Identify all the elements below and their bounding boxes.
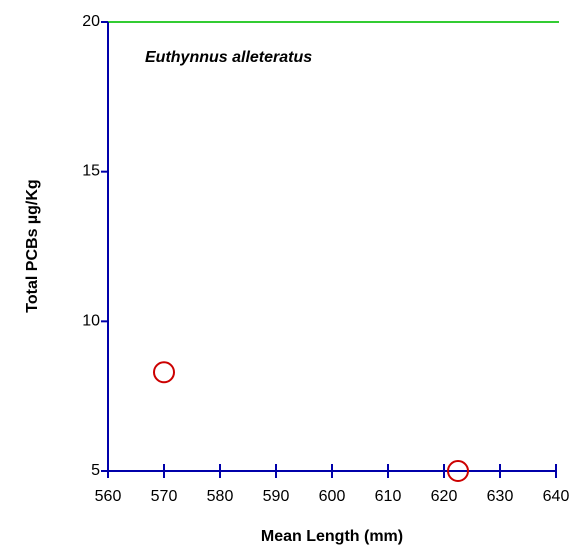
data-point <box>447 460 469 482</box>
x-tick-label: 560 <box>95 488 122 505</box>
x-tick-label: 640 <box>543 488 570 505</box>
chart-annotation: Euthynnus alleteratus <box>145 49 312 66</box>
x-tick-label: 580 <box>207 488 234 505</box>
data-point <box>153 361 175 384</box>
x-axis-label: Mean Length (mm) <box>261 528 403 545</box>
x-tick-label: 570 <box>151 488 178 505</box>
x-tick-label: 600 <box>319 488 346 505</box>
y-tick-label: 15 <box>82 163 100 180</box>
x-tick-label: 610 <box>375 488 402 505</box>
x-tick-label: 590 <box>263 488 290 505</box>
y-tick-label: 20 <box>82 13 100 30</box>
x-tick-label: 630 <box>487 488 514 505</box>
y-tick-label: 5 <box>91 462 100 479</box>
y-tick-label: 10 <box>82 312 100 329</box>
x-tick-label: 620 <box>431 488 458 505</box>
y-axis-label: Total PCBs µg/Kg <box>24 179 41 312</box>
